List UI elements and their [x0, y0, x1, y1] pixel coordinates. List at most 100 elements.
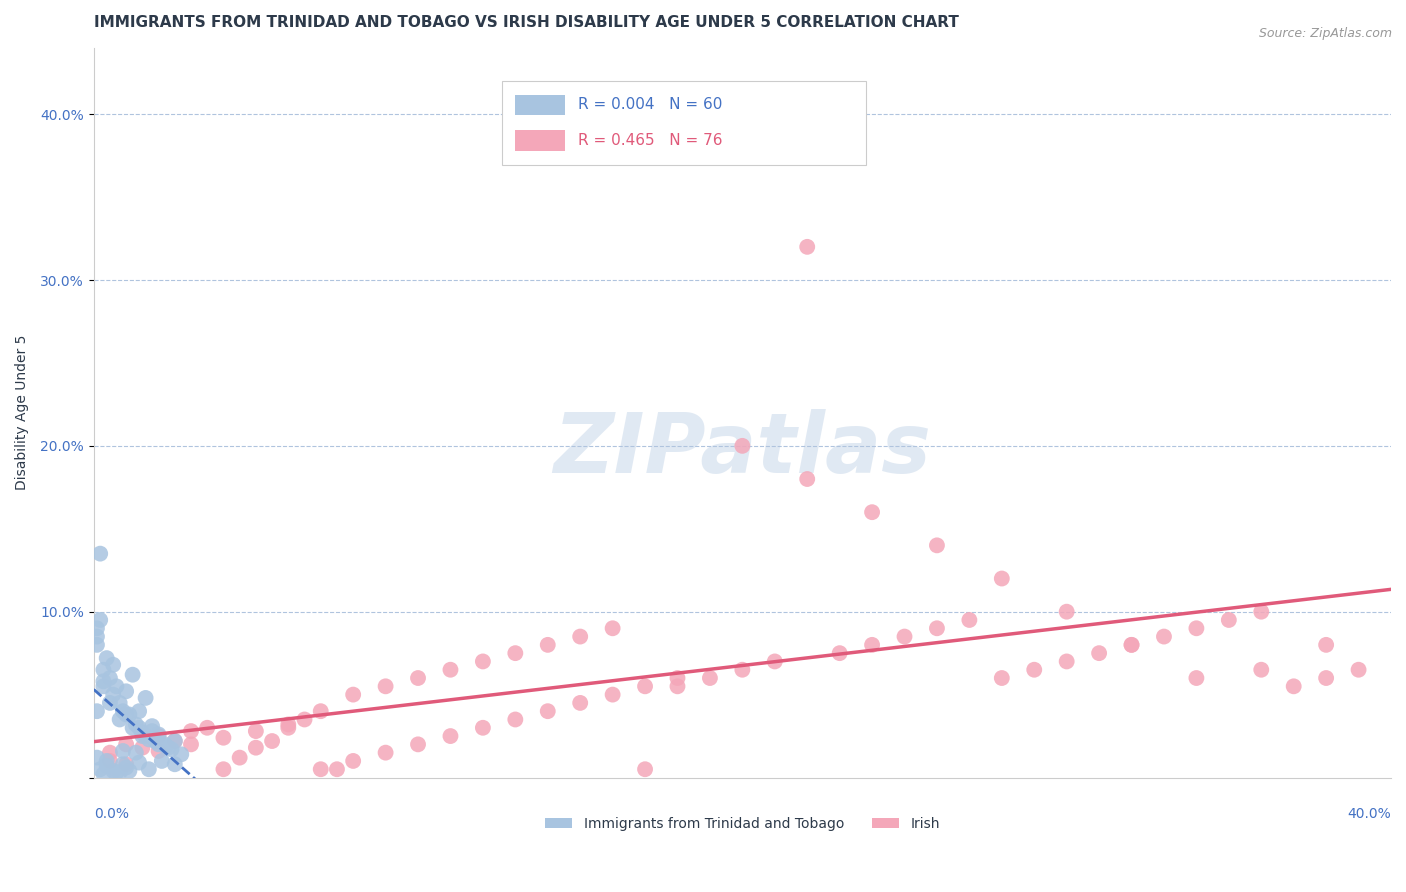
Point: [141, 724, 163, 739]
Point: [1121, 638, 1143, 652]
Point: [118, 764, 141, 778]
Point: [111, 704, 134, 718]
Point: [1121, 638, 1143, 652]
Point: [731, 439, 754, 453]
Point: [537, 638, 560, 652]
Point: [763, 655, 786, 669]
Point: [893, 630, 915, 644]
Point: [1056, 605, 1078, 619]
FancyBboxPatch shape: [516, 130, 565, 151]
Point: [86, 750, 108, 764]
Point: [602, 688, 624, 702]
Point: [1024, 663, 1046, 677]
Point: [439, 729, 461, 743]
Point: [138, 732, 160, 747]
Text: R = 0.465   N = 76: R = 0.465 N = 76: [578, 133, 723, 148]
Point: [115, 761, 138, 775]
Point: [150, 754, 173, 768]
Point: [163, 757, 186, 772]
Point: [101, 688, 124, 702]
Point: [98, 671, 121, 685]
Point: [309, 762, 332, 776]
Point: [163, 734, 186, 748]
Point: [108, 765, 131, 780]
Point: [634, 679, 657, 693]
Text: 40.0%: 40.0%: [1347, 806, 1391, 821]
Point: [796, 240, 818, 254]
Point: [105, 679, 128, 693]
Point: [1218, 613, 1240, 627]
Point: [1185, 671, 1208, 685]
Point: [111, 757, 134, 772]
Point: [439, 663, 461, 677]
Legend: Immigrants from Trinidad and Tobago, Irish: Immigrants from Trinidad and Tobago, Iri…: [538, 811, 946, 837]
Point: [277, 721, 299, 735]
Text: 0.0%: 0.0%: [94, 806, 129, 821]
Point: [1315, 671, 1337, 685]
Point: [125, 717, 148, 731]
Point: [86, 638, 108, 652]
Point: [262, 734, 284, 748]
Point: [93, 674, 115, 689]
Point: [569, 696, 592, 710]
Point: [115, 737, 138, 751]
Point: [135, 729, 157, 743]
Point: [135, 690, 157, 705]
Point: [89, 547, 111, 561]
Point: [505, 713, 527, 727]
Point: [131, 729, 153, 743]
Point: [125, 746, 148, 760]
Point: [138, 762, 160, 776]
Point: [180, 724, 202, 739]
Point: [96, 651, 118, 665]
Point: [141, 719, 163, 733]
Point: [1056, 655, 1078, 669]
Point: [342, 754, 364, 768]
Point: [1185, 621, 1208, 635]
Point: [108, 713, 131, 727]
Point: [925, 538, 948, 552]
Point: [277, 717, 299, 731]
Point: [1153, 630, 1175, 644]
Point: [634, 762, 657, 776]
Point: [957, 613, 980, 627]
Point: [537, 704, 560, 718]
Point: [602, 621, 624, 635]
Point: [1250, 605, 1272, 619]
Point: [118, 707, 141, 722]
Point: [342, 688, 364, 702]
Text: IMMIGRANTS FROM TRINIDAD AND TOBAGO VS IRISH DISABILITY AGE UNDER 5 CORRELATION : IMMIGRANTS FROM TRINIDAD AND TOBAGO VS I…: [94, 15, 959, 30]
Point: [89, 762, 111, 776]
Point: [163, 734, 186, 748]
Point: [98, 746, 121, 760]
Point: [374, 679, 396, 693]
Point: [245, 740, 267, 755]
Point: [991, 671, 1014, 685]
Y-axis label: Disability Age Under 5: Disability Age Under 5: [15, 335, 30, 491]
Point: [101, 657, 124, 672]
Point: [128, 721, 150, 735]
Point: [157, 740, 180, 755]
Point: [731, 663, 754, 677]
Point: [98, 696, 121, 710]
Point: [160, 742, 183, 756]
FancyBboxPatch shape: [516, 95, 565, 115]
Point: [101, 764, 124, 778]
Point: [471, 655, 494, 669]
Point: [666, 671, 689, 685]
Point: [105, 765, 128, 780]
Point: [406, 737, 429, 751]
Point: [96, 754, 118, 768]
Point: [96, 759, 118, 773]
Point: [666, 679, 689, 693]
Point: [471, 721, 494, 735]
Text: ZIPatlas: ZIPatlas: [554, 409, 931, 490]
Point: [121, 721, 143, 735]
Point: [1282, 679, 1305, 693]
Point: [860, 638, 883, 652]
Point: [374, 746, 396, 760]
Point: [1347, 663, 1369, 677]
Point: [115, 707, 138, 722]
Point: [228, 750, 250, 764]
Point: [1250, 663, 1272, 677]
